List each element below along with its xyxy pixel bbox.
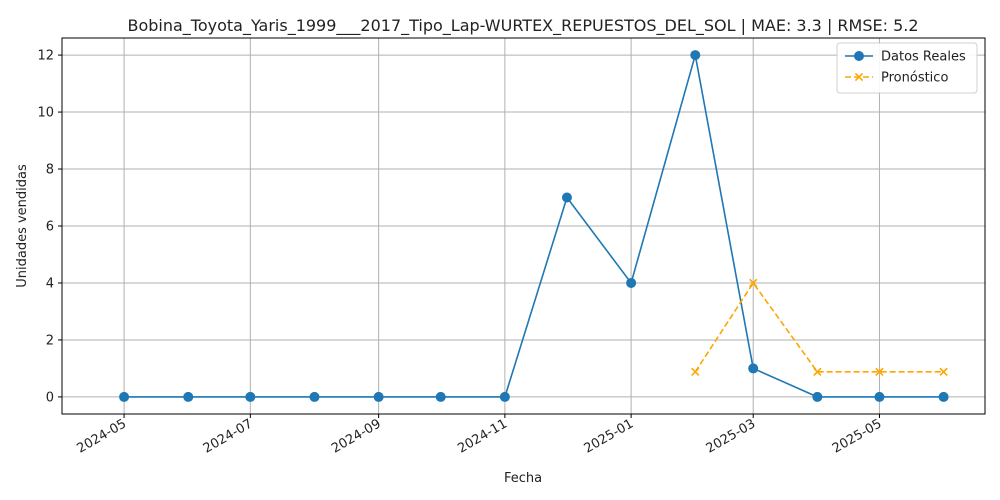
x-marker-stroke: [691, 367, 700, 377]
y-tick-label: 2: [46, 333, 54, 348]
y-tick-label: 8: [46, 163, 54, 178]
legend-label: Datos Reales: [881, 50, 966, 65]
data-point: [309, 391, 320, 402]
chart-title: Bobina_Toyota_Yaris_1999___2017_Tipo_Lap…: [127, 16, 918, 36]
y-tick-label: 0: [46, 390, 54, 405]
x-marker-stroke: [749, 278, 758, 288]
data-point: [373, 391, 384, 402]
x-marker-stroke: [875, 367, 884, 377]
series-layer: [119, 50, 949, 402]
x-marker-stroke: [854, 72, 864, 82]
data-point: [938, 391, 949, 402]
x-marker-stroke: [939, 367, 948, 377]
data-point: [748, 363, 759, 374]
data-point: [499, 391, 510, 402]
legend-swatch-marker: [854, 51, 864, 61]
data-point: [749, 278, 758, 288]
data-point: [812, 391, 823, 402]
legend-swatch-marker: [854, 72, 864, 82]
data-point: [939, 367, 948, 377]
x-axis-title: Fecha: [504, 471, 542, 486]
data-point: [626, 277, 637, 288]
data-point: [690, 50, 701, 61]
data-point: [561, 192, 572, 203]
y-tick-label: 6: [46, 220, 54, 235]
data-point: [691, 367, 700, 377]
data-point: [245, 391, 256, 402]
data-point: [813, 367, 822, 377]
data-point: [875, 367, 884, 377]
y-tick-label: 4: [46, 276, 54, 291]
legend-label: Pronóstico: [881, 71, 948, 86]
legend: Datos Reales Pronóstico: [836, 42, 978, 94]
series-line-1: [694, 281, 944, 373]
y-tick-label: 12: [37, 49, 54, 64]
series-line-0: [124, 54, 944, 398]
x-marker-stroke: [813, 367, 822, 377]
data-point: [119, 391, 130, 402]
data-point: [874, 391, 885, 402]
data-point: [435, 391, 446, 402]
y-axis-title: Unidades vendidas: [15, 164, 30, 288]
y-tick-label: 10: [37, 106, 54, 121]
data-point: [183, 391, 194, 402]
